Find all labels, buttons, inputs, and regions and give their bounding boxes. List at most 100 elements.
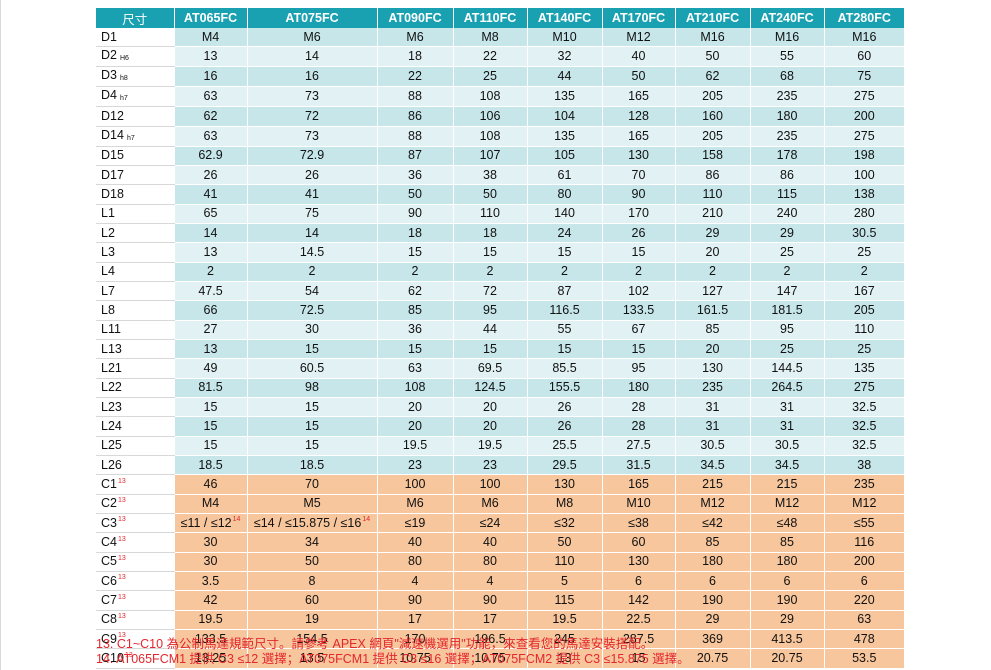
column-header-at280fc: AT280FC (823, 8, 904, 28)
cell-value: 80 (483, 554, 497, 569)
cell-value: 50 (483, 186, 497, 201)
footnote-ref: 13 (117, 497, 126, 505)
table-cell: 31 (674, 397, 750, 418)
cell-value: ≤42 (702, 515, 723, 530)
cell-value: 135 (853, 360, 875, 375)
cell-value: M6 (406, 496, 424, 511)
cell-value: 18 (408, 49, 422, 64)
table-cell: 32 (526, 46, 602, 68)
cell-value: 165 (628, 476, 649, 491)
table-cell: 240 (749, 204, 824, 224)
table-cell: 72 (246, 106, 377, 127)
table-cell: 75 (246, 204, 377, 224)
cell-value: 15 (305, 438, 319, 453)
table-cell: 90 (452, 590, 527, 611)
cell-value: 86 (705, 167, 720, 182)
table-cell: 165 (601, 126, 675, 147)
table-cell: 63 (376, 358, 453, 379)
row-label-text: L25 (101, 438, 122, 453)
table-cell: 200 (823, 552, 904, 572)
cell-value: 25 (857, 341, 872, 356)
table-cell: 73 (246, 86, 377, 108)
cell-value: 110 (554, 554, 575, 569)
table-cell: M16 (749, 28, 824, 48)
table-cell: 60 (601, 532, 675, 553)
cell-value: 13 (203, 244, 218, 259)
table-row: C113 46 70 100 100 130 165 215 215 235 (96, 474, 904, 495)
table-cell: 26 (601, 223, 675, 244)
table-cell: ≤19 (376, 513, 453, 534)
footnote-ref: 14 (362, 516, 371, 524)
cell-value: 87 (408, 148, 422, 163)
table-cell: M16 (674, 28, 750, 48)
cell-value: 4 (486, 573, 494, 588)
table-cell: 115 (526, 590, 602, 611)
table-cell: 280 (823, 204, 904, 224)
cell-value: 29 (705, 225, 720, 240)
row-label-text: C8 (101, 612, 117, 627)
table-row: D3 h8 16 16 22 25 44 50 62 68 75 (96, 66, 904, 88)
row-label: L4 (96, 262, 174, 282)
row-label: D4 h7 (96, 86, 174, 108)
table-cell: 67 (601, 320, 675, 340)
column-header-at065fc: AT065FC (173, 8, 247, 28)
cell-value: 42 (203, 592, 218, 607)
cell-value: 38 (483, 167, 497, 182)
cell-value: 8 (308, 573, 316, 588)
cell-value: 5 (561, 573, 568, 588)
table-row: L2 14 14 18 18 24 26 29 29 30.5 (96, 223, 904, 244)
cell-value: 31 (780, 418, 794, 433)
table-row: L3 13 14.5 15 15 15 15 20 25 25 (96, 242, 904, 263)
cell-value: 90 (408, 592, 422, 607)
cell-value: 275 (853, 128, 875, 143)
table-cell: 108 (376, 378, 453, 398)
table-cell: 110 (823, 320, 904, 340)
cell-value: 413.5 (771, 631, 803, 646)
table-cell: 155.5 (526, 378, 602, 398)
cell-value: 100 (853, 167, 875, 182)
cell-value: 200 (853, 554, 875, 569)
table-cell: 25 (452, 66, 527, 88)
row-label: C913 (96, 629, 174, 650)
cell-value: 26 (305, 167, 319, 182)
table-cell: 110 (452, 204, 527, 224)
cell-value: 170 (404, 631, 426, 646)
table-cell: ≤32 (526, 513, 602, 534)
table-cell: 190 (749, 590, 824, 611)
table-cell: 31 (749, 416, 824, 437)
table-cell: 135 (823, 358, 904, 379)
row-label: L3 (96, 242, 174, 263)
row-label: L22 (96, 378, 174, 398)
footnote-ref: 14 (232, 516, 241, 524)
table-cell: M6 (452, 494, 527, 514)
cell-value: 88 (408, 89, 422, 104)
cell-value: 80 (408, 554, 422, 569)
row-label: L2 (96, 223, 174, 244)
table-row: L4 2 2 2 2 2 2 2 2 2 (96, 262, 904, 282)
cell-value: 30.5 (774, 438, 800, 453)
table-cell: 29 (749, 610, 824, 630)
cell-value: 161.5 (696, 302, 729, 317)
cell-value: 23 (408, 457, 422, 472)
cell-value: 110 (702, 186, 723, 201)
table-row: C813 19.5 19 17 17 19.5 22.5 29 29 63 (96, 610, 904, 630)
table-cell: 135 (526, 86, 602, 108)
cell-value: 2 (709, 264, 716, 279)
table-cell: 50 (526, 532, 602, 553)
cell-value: ≤32 (554, 515, 575, 530)
cell-value: 20 (483, 418, 497, 433)
cell-value: 62 (705, 69, 720, 84)
table-cell: 90 (376, 204, 453, 224)
table-cell: 22 (376, 66, 453, 88)
table-cell: 15 (173, 436, 247, 456)
row-label-text: C10 (101, 650, 124, 665)
table-cell: 2 (173, 262, 247, 282)
table-cell: ≤48 (749, 513, 824, 534)
cell-value: 25 (780, 244, 794, 259)
footnote-13: 13. C1~C10 為公制馬達規範尺寸。請參考 APEX 網頁"減速機選用"功… (96, 637, 654, 651)
cell-value: ≤19 (404, 515, 426, 530)
table-cell: 47.5 (173, 281, 247, 302)
cell-value: 170 (628, 206, 649, 221)
table-cell: 17 (376, 610, 453, 630)
table-cell: 80 (526, 184, 602, 205)
